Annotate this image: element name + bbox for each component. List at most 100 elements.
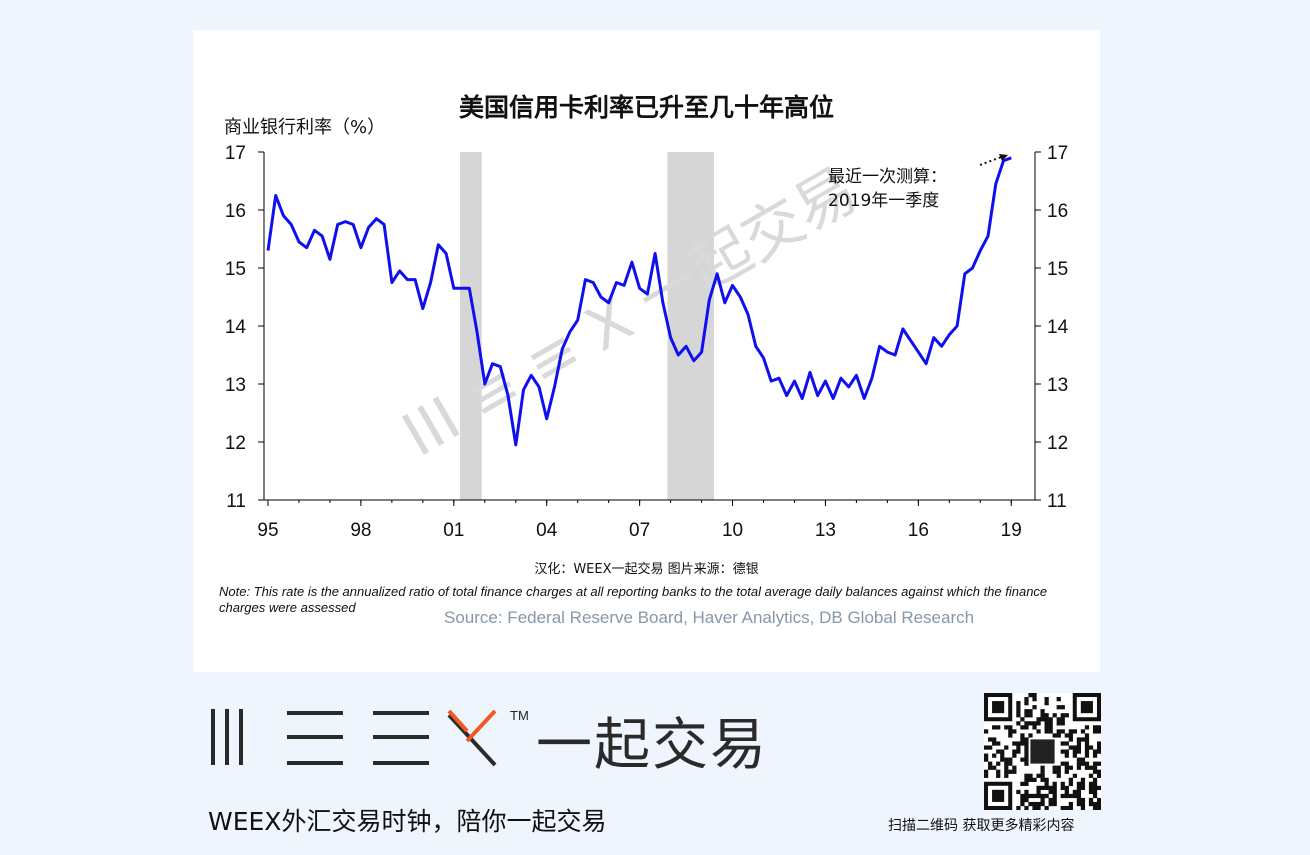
qr-module [1028, 713, 1033, 718]
x-tick-label: 16 [908, 520, 929, 541]
y-axis-label: 商业银行利率（%） [224, 117, 385, 138]
qr-module [1068, 777, 1073, 782]
qr-module [1056, 729, 1061, 734]
qr-module [1028, 693, 1033, 698]
qr-module [1036, 773, 1041, 778]
qr-module [1092, 785, 1098, 791]
qr-module [1052, 793, 1057, 799]
qr-module [1064, 765, 1069, 770]
qr-module [1064, 741, 1069, 746]
qr-module [1032, 705, 1037, 710]
qr-module [1044, 805, 1049, 810]
y-tick-label: 14 [1047, 317, 1069, 338]
qr-module [1080, 785, 1086, 791]
qr-module [1060, 761, 1065, 766]
qr-module [1084, 737, 1090, 742]
y-tick-label: 13 [225, 375, 246, 396]
qr-code-icon[interactable] [984, 693, 1101, 810]
x-tick-label: 13 [815, 520, 836, 541]
qr-module [1088, 781, 1094, 786]
qr-module [1068, 765, 1073, 770]
qr-module [1028, 793, 1033, 799]
y-tick-label: 14 [225, 317, 247, 338]
qr-module [1084, 761, 1090, 766]
qr-module [1092, 789, 1098, 795]
qr-module [1096, 745, 1101, 750]
qr-module [1052, 765, 1057, 770]
qr-module [1076, 797, 1082, 803]
qr-module [1020, 717, 1025, 722]
qr-module [1056, 721, 1061, 726]
qr-module [1068, 805, 1073, 810]
qr-module [1024, 757, 1029, 762]
qr-module [1036, 785, 1041, 791]
qr-module [1080, 761, 1086, 766]
qr-module [1008, 729, 1013, 734]
y-tick-label: 11 [1047, 491, 1067, 512]
qr-module [1068, 793, 1073, 799]
qr-module [1076, 781, 1082, 786]
series-line [266, 156, 1012, 447]
qr-caption: 扫描二维码 获取更多精彩内容 [888, 818, 1075, 834]
qr-module [1064, 785, 1069, 791]
qr-module [1036, 805, 1041, 810]
qr-module [1060, 785, 1065, 791]
y-tick-label: 15 [225, 259, 246, 280]
qr-module [1092, 761, 1098, 766]
x-tick-label: 07 [629, 520, 650, 541]
qr-module [1060, 705, 1065, 710]
qr-module [984, 769, 989, 774]
annotation-arrow [979, 155, 1005, 166]
qr-module [984, 757, 989, 762]
qr-module [1052, 785, 1057, 791]
qr-module [1092, 781, 1098, 786]
qr-module [1064, 793, 1069, 799]
qr-module [1088, 797, 1094, 803]
qr-module [1096, 769, 1101, 774]
qr-module [1060, 749, 1065, 754]
qr-module [1060, 805, 1065, 810]
x-tick-label: 10 [722, 520, 743, 541]
qr-module [1068, 737, 1073, 742]
qr-module [1044, 777, 1049, 782]
qr-module [1096, 761, 1101, 766]
qr-module [1076, 745, 1082, 750]
qr-module [1000, 753, 1005, 758]
qr-module [1032, 801, 1037, 807]
qr-module [1044, 717, 1049, 722]
qr-module [1012, 769, 1017, 774]
qr-module [1024, 741, 1029, 746]
qr-module [1040, 773, 1045, 778]
qr-module [1060, 721, 1065, 726]
qr-module [1092, 753, 1098, 758]
brand-name: 一起交易 [536, 713, 768, 778]
x-tick-label: 95 [257, 520, 278, 541]
qr-module [1044, 781, 1049, 786]
qr-module [988, 761, 993, 766]
qr-module [1076, 801, 1082, 807]
qr-module [1088, 789, 1094, 795]
qr-module [1064, 733, 1069, 738]
qr-module [1016, 701, 1021, 706]
qr-module [1024, 753, 1029, 758]
qr-module [1012, 753, 1017, 758]
qr-module [988, 765, 993, 770]
qr-module [1028, 777, 1033, 782]
qr-module [1032, 697, 1037, 702]
qr-module [1024, 749, 1029, 754]
y-tick-label: 17 [1047, 143, 1068, 164]
qr-module [1096, 741, 1101, 746]
qr-module [1044, 729, 1049, 734]
slogan: WEEX外汇交易时钟，陪你一起交易 [208, 807, 607, 836]
qr-module [1068, 781, 1073, 786]
qr-module [1044, 697, 1049, 702]
qr-module [1048, 721, 1053, 726]
qr-module [1080, 777, 1086, 782]
qr-module [1040, 797, 1045, 803]
qr-module [1004, 725, 1009, 730]
qr-module [1040, 777, 1045, 782]
qr-module [1068, 733, 1073, 738]
qr-module [1024, 701, 1029, 706]
qr-module [1052, 733, 1057, 738]
qr-module [1076, 765, 1082, 770]
